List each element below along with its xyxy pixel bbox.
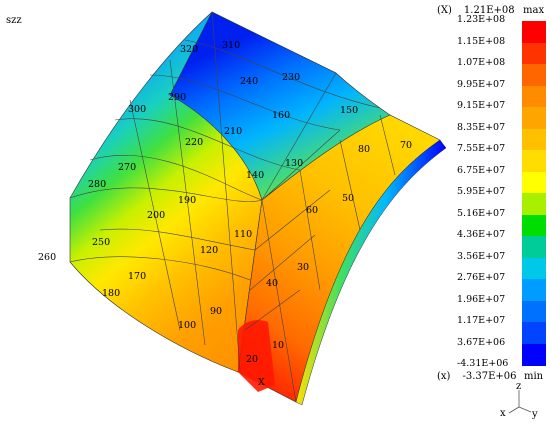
- legend-min-label: min: [524, 371, 544, 382]
- mesh-lines: [69, 11, 396, 403]
- legend-band: [522, 107, 546, 129]
- max-stress-zone: [238, 320, 275, 392]
- thickness-rim: [295, 139, 447, 406]
- element-label: 180: [102, 288, 120, 299]
- legend-band: [522, 257, 546, 280]
- element-label: 50: [342, 193, 354, 204]
- element-label: 160: [272, 110, 290, 121]
- element-label: 210: [224, 126, 242, 137]
- legend-max-value: 1.21E+08: [463, 5, 515, 16]
- element-label: 280: [88, 179, 106, 190]
- legend-band: [522, 150, 546, 172]
- legend-band: [522, 21, 546, 43]
- legend-tick: 7.55E+07: [457, 143, 506, 154]
- legend-max-marker: (X): [437, 5, 452, 16]
- element-label: 30: [297, 262, 309, 273]
- legend-tick: 1.23E+08: [457, 14, 506, 25]
- element-labels: 320 310 230 240 300 290 210 160 150 220 130 80 70 270…: [38, 40, 412, 365]
- axis-triad: z x y: [500, 381, 538, 420]
- element-label: 260: [38, 252, 56, 263]
- axis-z-label: z: [516, 381, 521, 392]
- max-node-marker: X: [258, 377, 265, 388]
- legend-tick: 5.16E+07: [457, 207, 506, 219]
- legend-band: [522, 279, 546, 301]
- legend-tick: -4.31E+06: [457, 358, 509, 369]
- legend-band: [522, 171, 546, 194]
- legend-band: [522, 85, 546, 108]
- legend-tick: 4.36E+07: [457, 229, 506, 240]
- element-label: 150: [340, 105, 358, 116]
- axis-x-label: x: [500, 408, 506, 419]
- element-label: 310: [222, 40, 240, 51]
- element-label: 170: [128, 271, 146, 282]
- element-label: 10: [272, 340, 284, 351]
- element-label: 250: [92, 237, 110, 248]
- legend-tick: 6.75E+07: [457, 164, 506, 176]
- legend-tick: 3.56E+07: [457, 250, 506, 262]
- legend-tick: 9.15E+07: [457, 100, 506, 111]
- element-label: 290: [168, 92, 186, 103]
- legend-tick: 9.95E+07: [457, 78, 506, 90]
- legend-tick: 5.95E+07: [457, 186, 506, 197]
- legend-band: [522, 193, 546, 215]
- element-label: 240: [240, 76, 258, 87]
- legend-max-label: max: [523, 5, 545, 16]
- legend-band: [522, 322, 546, 344]
- legend-tick: 1.17E+07: [457, 315, 506, 326]
- legend-band: [522, 214, 546, 237]
- legend-min-readout: (x) -3.37E+06: [437, 371, 517, 382]
- element-label: 60: [306, 205, 318, 216]
- element-label: 230: [282, 72, 300, 83]
- axis-y-label: y: [531, 409, 538, 420]
- element-label: 190: [178, 195, 196, 206]
- legend-band: [522, 236, 546, 258]
- element-label: 270: [118, 162, 136, 173]
- element-label: 20: [246, 354, 258, 365]
- element-label: 120: [200, 245, 218, 256]
- element-label: 90: [210, 306, 222, 317]
- legend-max-readout: (X) 1.21E+08: [437, 5, 515, 16]
- element-label: 200: [147, 210, 165, 221]
- element-label: 110: [234, 229, 252, 240]
- element-label: 40: [266, 278, 278, 289]
- element-label: 80: [358, 144, 370, 155]
- legend-min-marker: (x): [437, 371, 451, 382]
- element-label: 220: [185, 137, 203, 148]
- legend-band: [522, 128, 546, 151]
- legend-band: [522, 343, 546, 366]
- color-legend-bar: [522, 21, 546, 366]
- element-label: 100: [178, 320, 196, 331]
- element-label: 320: [180, 44, 198, 55]
- element-label: 140: [246, 170, 264, 181]
- legend-tick: 1.07E+08: [457, 57, 506, 68]
- legend-tick: 2.76E+07: [457, 272, 506, 283]
- legend-band: [522, 300, 546, 323]
- legend-tick: 3.67E+06: [457, 336, 506, 348]
- legend-tick: 1.15E+08: [457, 35, 506, 47]
- legend-tick: 8.35E+07: [457, 121, 506, 133]
- legend-tick: 1.96E+07: [457, 293, 506, 305]
- element-label: 70: [400, 140, 412, 151]
- legend-band: [522, 64, 546, 86]
- element-label: 130: [285, 158, 303, 169]
- plot-title: szz: [6, 15, 22, 26]
- legend-min-value: -3.37E+06: [462, 371, 517, 382]
- element-label: 300: [128, 104, 146, 115]
- legend-band: [522, 42, 546, 65]
